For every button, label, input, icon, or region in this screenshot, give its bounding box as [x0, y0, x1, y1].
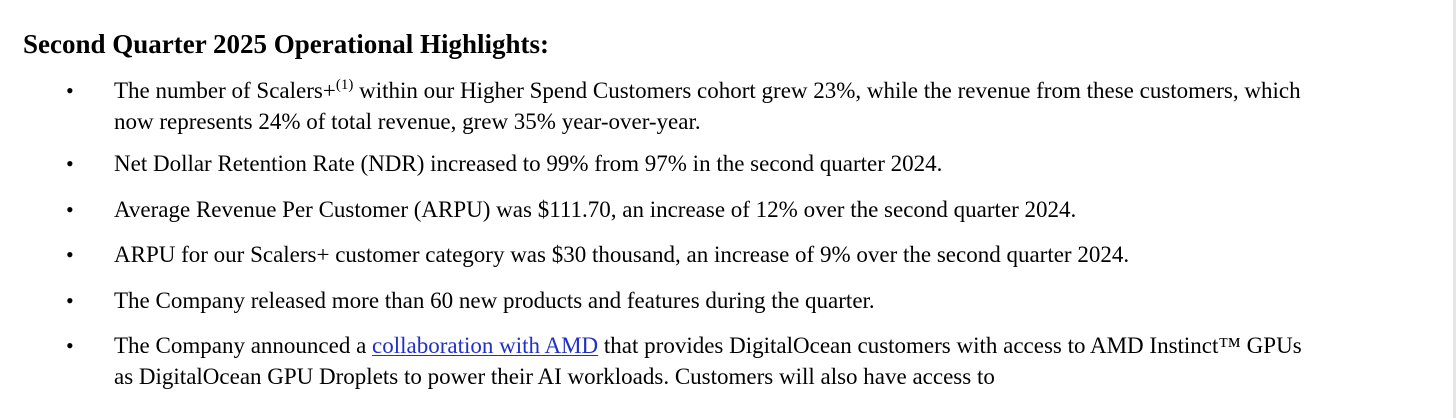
bullet-icon: •	[66, 78, 74, 103]
text-segment: that provides DigitalOcean customers wit…	[598, 333, 1302, 358]
list-item-text: Net Dollar Retention Rate (NDR) increase…	[114, 151, 943, 176]
text-line: The number of Scalers+(1) within our Hig…	[114, 75, 1414, 106]
bullet-icon: •	[66, 288, 74, 313]
bullet-icon: •	[66, 197, 74, 222]
list-item-text: The number of Scalers+(1) within our Hig…	[114, 75, 1414, 137]
text-line: The Company announced a collaboration wi…	[114, 330, 1414, 361]
list-item-text: The Company announced a collaboration wi…	[114, 330, 1414, 392]
list-item-text: Average Revenue Per Customer (ARPU) was …	[114, 197, 1077, 222]
text-segment: The Company announced a	[114, 333, 373, 358]
text-segment: within our Higher Spend Customers cohort…	[353, 78, 1301, 103]
text-line: now represents 24% of total revenue, gre…	[114, 109, 701, 134]
text-segment: The number of Scalers+	[114, 78, 336, 103]
section-heading: Second Quarter 2025 Operational Highligh…	[23, 29, 550, 59]
amd-collaboration-link[interactable]: collaboration with AMD	[372, 333, 599, 358]
page-edge-divider	[1453, 0, 1456, 418]
list-item-text: ARPU for our Scalers+ customer category …	[114, 242, 1130, 267]
bullet-icon: •	[66, 242, 74, 267]
text-line: as DigitalOcean GPU Droplets to power th…	[114, 364, 995, 389]
bullet-icon: •	[66, 151, 74, 176]
bullet-icon: •	[66, 333, 74, 358]
list-item-text: The Company released more than 60 new pr…	[114, 288, 875, 313]
footnote-marker: (1)	[335, 77, 354, 93]
